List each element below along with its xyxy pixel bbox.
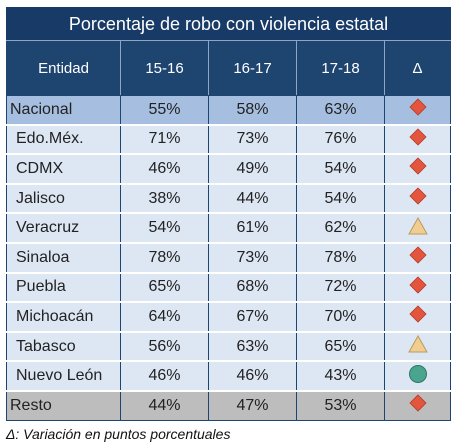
header-row: Entidad 15-16 16-17 17-18 Δ	[6, 40, 452, 96]
cell-16-17: 46%	[208, 361, 297, 392]
table-row: Michoacán 64% 67% 70%	[6, 302, 452, 333]
yellow-triangle-icon	[407, 216, 428, 240]
cell-17-18: 78%	[296, 242, 385, 274]
red-diamond-icon	[408, 394, 427, 417]
cell-17-18: 62%	[296, 213, 385, 244]
cell-16-17: 63%	[208, 331, 297, 363]
cell-15-16: 78%	[120, 242, 209, 274]
cell-entidad: Michoacán	[6, 302, 121, 333]
cell-delta	[383, 331, 452, 363]
red-diamond-icon	[408, 98, 427, 121]
cell-17-18: 54%	[296, 183, 385, 215]
cell-16-17: 67%	[208, 302, 297, 333]
cell-17-18: 43%	[296, 361, 385, 392]
cell-entidad: Tabasco	[6, 331, 121, 363]
cell-17-18: 53%	[296, 390, 385, 421]
cell-entidad: Nacional	[6, 95, 121, 126]
table-row: Nuevo León 46% 46% 43%	[6, 361, 452, 392]
red-diamond-icon	[408, 157, 427, 180]
data-table: Porcentaje de robo con violencia estatal…	[5, 7, 452, 421]
cell-delta	[383, 302, 452, 333]
cell-17-18: 70%	[296, 302, 385, 333]
red-diamond-icon	[408, 305, 427, 328]
table-container: Porcentaje de robo con violencia estatal…	[5, 7, 458, 442]
cell-delta	[383, 213, 452, 244]
header-entidad: Entidad	[6, 40, 121, 96]
cell-delta	[383, 124, 452, 156]
cell-delta	[383, 242, 452, 274]
cell-16-17: 73%	[208, 124, 297, 156]
cell-16-17: 47%	[208, 390, 297, 421]
table-row: Jalisco 38% 44% 54%	[6, 183, 452, 215]
cell-15-16: 71%	[120, 124, 209, 156]
cell-delta	[383, 390, 452, 421]
cell-15-16: 56%	[120, 331, 209, 363]
cell-16-17: 73%	[208, 242, 297, 274]
cell-15-16: 55%	[120, 95, 209, 126]
cell-15-16: 46%	[120, 361, 209, 392]
header-17-18: 17-18	[296, 40, 385, 96]
cell-entidad: Nuevo León	[6, 361, 121, 392]
cell-entidad: Puebla	[6, 272, 121, 304]
cell-16-17: 49%	[208, 154, 297, 185]
green-circle-icon	[408, 364, 428, 389]
header-16-17: 16-17	[208, 40, 297, 96]
yellow-triangle-icon	[407, 335, 428, 358]
red-diamond-icon	[408, 246, 427, 269]
cell-17-18: 63%	[296, 95, 385, 126]
cell-17-18: 72%	[296, 272, 385, 304]
cell-15-16: 54%	[120, 213, 209, 244]
table-row: Tabasco 56% 63% 65%	[6, 331, 452, 363]
red-diamond-icon	[408, 187, 427, 210]
cell-15-16: 38%	[120, 183, 209, 215]
table-row: CDMX 46% 49% 54%	[6, 154, 452, 185]
cell-15-16: 64%	[120, 302, 209, 333]
cell-entidad: CDMX	[6, 154, 121, 185]
table-row: Nacional 55% 58% 63%	[6, 95, 452, 126]
cell-entidad: Veracruz	[6, 213, 121, 244]
header-delta: Δ	[383, 40, 452, 96]
cell-delta	[383, 361, 452, 392]
table-row: Puebla 65% 68% 72%	[6, 272, 452, 304]
red-diamond-icon	[408, 276, 427, 299]
header-15-16: 15-16	[120, 40, 209, 96]
cell-15-16: 44%	[120, 390, 209, 421]
cell-delta	[383, 154, 452, 185]
cell-15-16: 65%	[120, 272, 209, 304]
footnote: Δ: Variación en puntos porcentuales	[6, 425, 231, 442]
cell-17-18: 54%	[296, 154, 385, 185]
cell-17-18: 65%	[296, 331, 385, 363]
cell-16-17: 68%	[208, 272, 297, 304]
cell-15-16: 46%	[120, 154, 209, 185]
table-row: Resto 44% 47% 53%	[6, 390, 452, 421]
cell-delta	[383, 95, 452, 126]
table-row: Sinaloa 78% 73% 78%	[6, 242, 452, 274]
table-body: Nacional 55% 58% 63% Edo.Méx. 71% 73% 76% CDMX 46…	[6, 95, 452, 421]
cell-17-18: 76%	[296, 124, 385, 156]
cell-delta	[383, 183, 452, 215]
table-row: Veracruz 54% 61% 62%	[6, 213, 452, 244]
cell-16-17: 44%	[208, 183, 297, 215]
red-diamond-icon	[408, 128, 427, 151]
table-title: Porcentaje de robo con violencia estatal	[5, 7, 452, 41]
cell-entidad: Jalisco	[6, 183, 121, 215]
cell-16-17: 58%	[208, 95, 297, 126]
cell-delta	[383, 272, 452, 304]
cell-entidad: Sinaloa	[6, 242, 121, 274]
cell-entidad: Resto	[6, 390, 121, 421]
cell-entidad: Edo.Méx.	[6, 124, 121, 156]
cell-16-17: 61%	[208, 213, 297, 244]
title-row: Porcentaje de robo con violencia estatal	[5, 7, 452, 41]
table-row: Edo.Méx. 71% 73% 76%	[6, 124, 452, 156]
